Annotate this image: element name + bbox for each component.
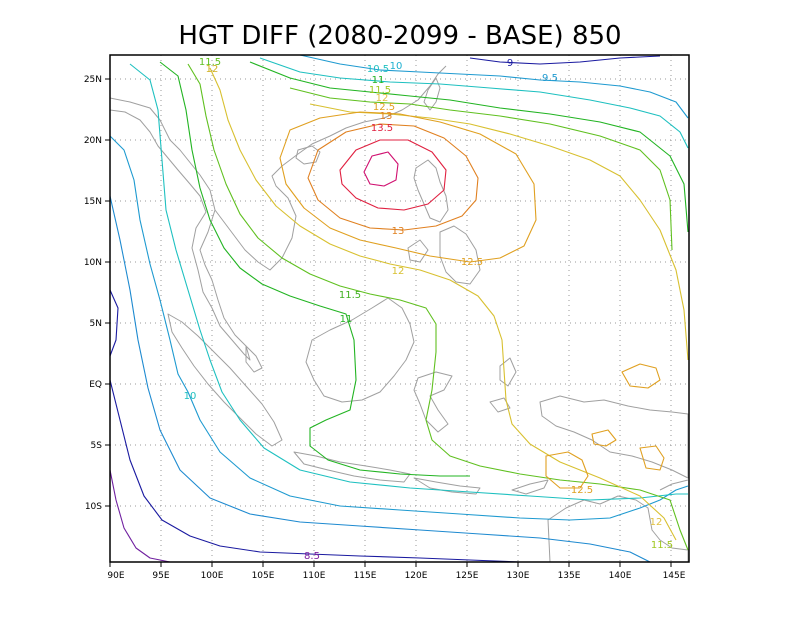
x-tick-label: 135E xyxy=(558,571,581,581)
contour-label: 13.5 xyxy=(371,123,393,134)
contour-label: 12 xyxy=(650,517,663,528)
contour-label: 13 xyxy=(380,111,393,122)
contour-label: 11.5 xyxy=(199,57,221,68)
x-tick-label: 140E xyxy=(609,571,632,581)
x-tick-label: 95E xyxy=(152,571,169,581)
contour-label: 12.5 xyxy=(571,485,593,496)
contour-label: 11.5 xyxy=(651,540,673,551)
map-title: HGT DIFF (2080-2099 - BASE) 850 xyxy=(178,21,621,51)
contour-label: 12.5 xyxy=(461,257,483,268)
y-tick-label: 15N xyxy=(84,197,102,207)
y-tick-label: 20N xyxy=(84,136,102,146)
contour-label: 10.5 xyxy=(367,64,389,75)
contour-label: 12 xyxy=(392,266,405,277)
contour-label: 8.5 xyxy=(304,551,320,562)
y-tick-label: 10N xyxy=(84,258,102,268)
tick-marks xyxy=(105,78,672,567)
x-tick-label: 115E xyxy=(354,571,377,581)
contour-label: 11.5 xyxy=(339,290,361,301)
y-tick-label: 5N xyxy=(90,319,102,329)
contour-label: 9.5 xyxy=(542,73,558,84)
x-tick-label: 110E xyxy=(303,571,326,581)
x-tick-label: 125E xyxy=(456,571,479,581)
contour-label: 11.5 xyxy=(369,85,391,96)
x-tick-labels: 90E 95E 100E 105E 110E 115E 120E 125E 13… xyxy=(107,571,685,581)
x-tick-label: 105E xyxy=(252,571,275,581)
contour-label: 12 xyxy=(376,93,389,104)
y-tick-label: 5S xyxy=(91,441,103,451)
contour-label: 11 xyxy=(372,75,385,86)
contour-labels: 9 9.5 10 10.5 11 11.5 12 11.5 12 12.5 13… xyxy=(184,57,674,562)
contour-label: 12 xyxy=(206,64,219,75)
x-tick-label: 90E xyxy=(107,571,124,581)
contour-label: 10 xyxy=(184,391,197,402)
coastlines xyxy=(109,65,689,563)
contour-lines xyxy=(109,54,689,563)
y-tick-label: 25N xyxy=(84,75,102,85)
contour-label: 10 xyxy=(390,61,403,72)
x-tick-label: 145E xyxy=(663,571,686,581)
contour-label: 11 xyxy=(340,314,353,325)
x-tick-label: 100E xyxy=(201,571,224,581)
x-tick-label: 120E xyxy=(405,571,428,581)
y-tick-label: 10S xyxy=(85,502,102,512)
plot-frame xyxy=(109,54,690,563)
y-tick-label: EQ xyxy=(89,380,102,390)
contour-label: 9 xyxy=(507,58,513,69)
y-tick-labels: 25N 20N 15N 10N 5N EQ 5S 10S xyxy=(84,75,102,512)
x-tick-label: 130E xyxy=(507,571,530,581)
contour-label: 13 xyxy=(392,226,405,237)
contour-label: 12.5 xyxy=(373,102,395,113)
